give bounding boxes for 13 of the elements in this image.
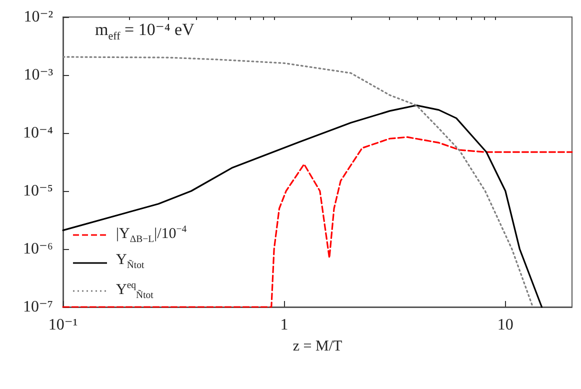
x-tick-label: 10⁻¹ bbox=[48, 316, 78, 334]
y-tick-label: 10⁻⁴ bbox=[22, 124, 54, 142]
y-tick-label: 10⁻⁵ bbox=[22, 182, 53, 200]
y-tick-label: 10⁻³ bbox=[24, 66, 54, 84]
y-tick-label: 10⁻² bbox=[24, 8, 54, 26]
x-tick-label: 1 bbox=[280, 316, 288, 334]
y-tick-label: 10⁻⁷ bbox=[22, 298, 53, 316]
annotation: m$_{eff}$ = 10⁻⁴ eV bbox=[95, 20, 194, 42]
y-tick-label: 10⁻⁶ bbox=[22, 240, 53, 258]
legend-label: |Y$_{ΔB−L}$|/10$^{−4}$ bbox=[116, 223, 187, 247]
x-axis-title: z = M/T bbox=[292, 338, 342, 354]
x-tick-label: 10 bbox=[497, 316, 514, 334]
legend-label: Y$_{Ñtot}$ bbox=[116, 251, 144, 273]
